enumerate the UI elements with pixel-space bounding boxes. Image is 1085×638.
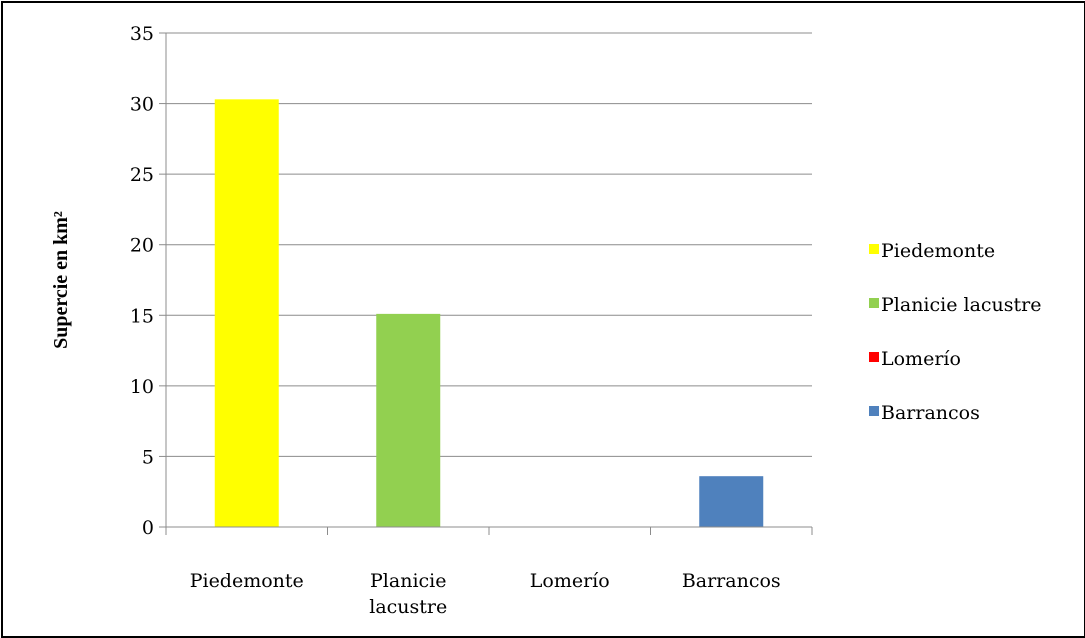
y-tick-label: 10	[130, 376, 154, 398]
bar-chart: 0 5 10 15 20 25 30 35 Piedemonte Planicie lacustr…	[50, 23, 1042, 618]
legend-swatch	[869, 406, 879, 416]
legend-swatch	[869, 352, 879, 362]
legend-swatch	[869, 244, 879, 254]
bar-barrancos	[699, 476, 764, 527]
legend-label: Piedemonte	[881, 240, 995, 262]
y-axis-label: Supercie en km²	[50, 211, 72, 349]
x-tick-label: Lomerío	[530, 570, 610, 592]
y-tick-label: 25	[130, 164, 154, 186]
x-tick-label: Planicie lacustre	[369, 570, 447, 618]
x-tick-label: Piedemonte	[190, 570, 304, 592]
legend-label: Barrancos	[881, 402, 980, 424]
bars	[214, 99, 764, 527]
x-tick-label: Barrancos	[682, 570, 781, 592]
y-tick-label: 20	[130, 235, 154, 257]
axes	[159, 32, 813, 535]
bar-planicie-lacustre	[376, 313, 441, 527]
y-tick-labels: 0 5 10 15 20 25 30 35	[130, 23, 154, 539]
y-tick-label: 15	[130, 305, 154, 327]
legend-label: Planicie lacustre	[881, 294, 1042, 316]
y-tick-label: 35	[130, 23, 154, 45]
legend: Piedemonte Planicie lacustre Lomerío Barran…	[869, 240, 1042, 424]
legend-label: Lomerío	[881, 348, 961, 370]
y-tick-label: 0	[142, 517, 154, 539]
y-tick-label: 30	[130, 94, 154, 116]
bar-piedemonte	[214, 99, 279, 527]
legend-swatch	[869, 298, 879, 308]
y-tick-label: 5	[142, 446, 154, 468]
x-tick-labels: Piedemonte Planicie lacustre Lomerío Barranc…	[190, 570, 781, 618]
